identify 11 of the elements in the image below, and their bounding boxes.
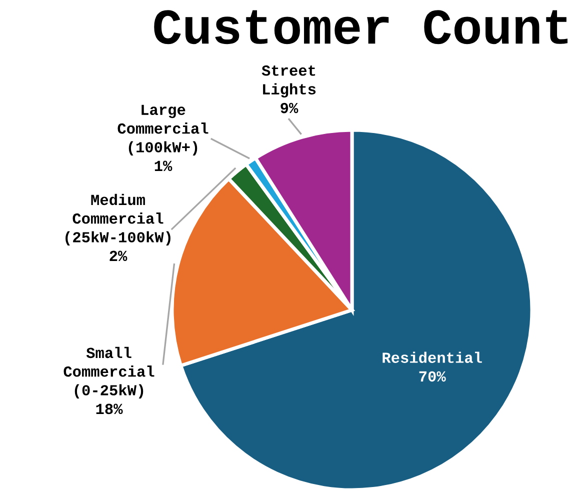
chart-title: Customer Count [154, 10, 568, 44]
data-label: 2% [110, 250, 128, 262]
slice-label: Medium Commercial (25kW-100kW) [66, 194, 170, 246]
data-label: 9% [280, 102, 298, 114]
data-label: 18% [96, 404, 123, 414]
slice-label: Residential [382, 352, 482, 363]
slice-label: Street Lights [262, 65, 316, 98]
data-label: 70% [419, 371, 446, 382]
slice-label: Large Commercial (100kW+) [118, 104, 208, 156]
data-label: 1% [154, 160, 172, 172]
slice-label: Small Commercial (0-25kW) [64, 346, 154, 398]
